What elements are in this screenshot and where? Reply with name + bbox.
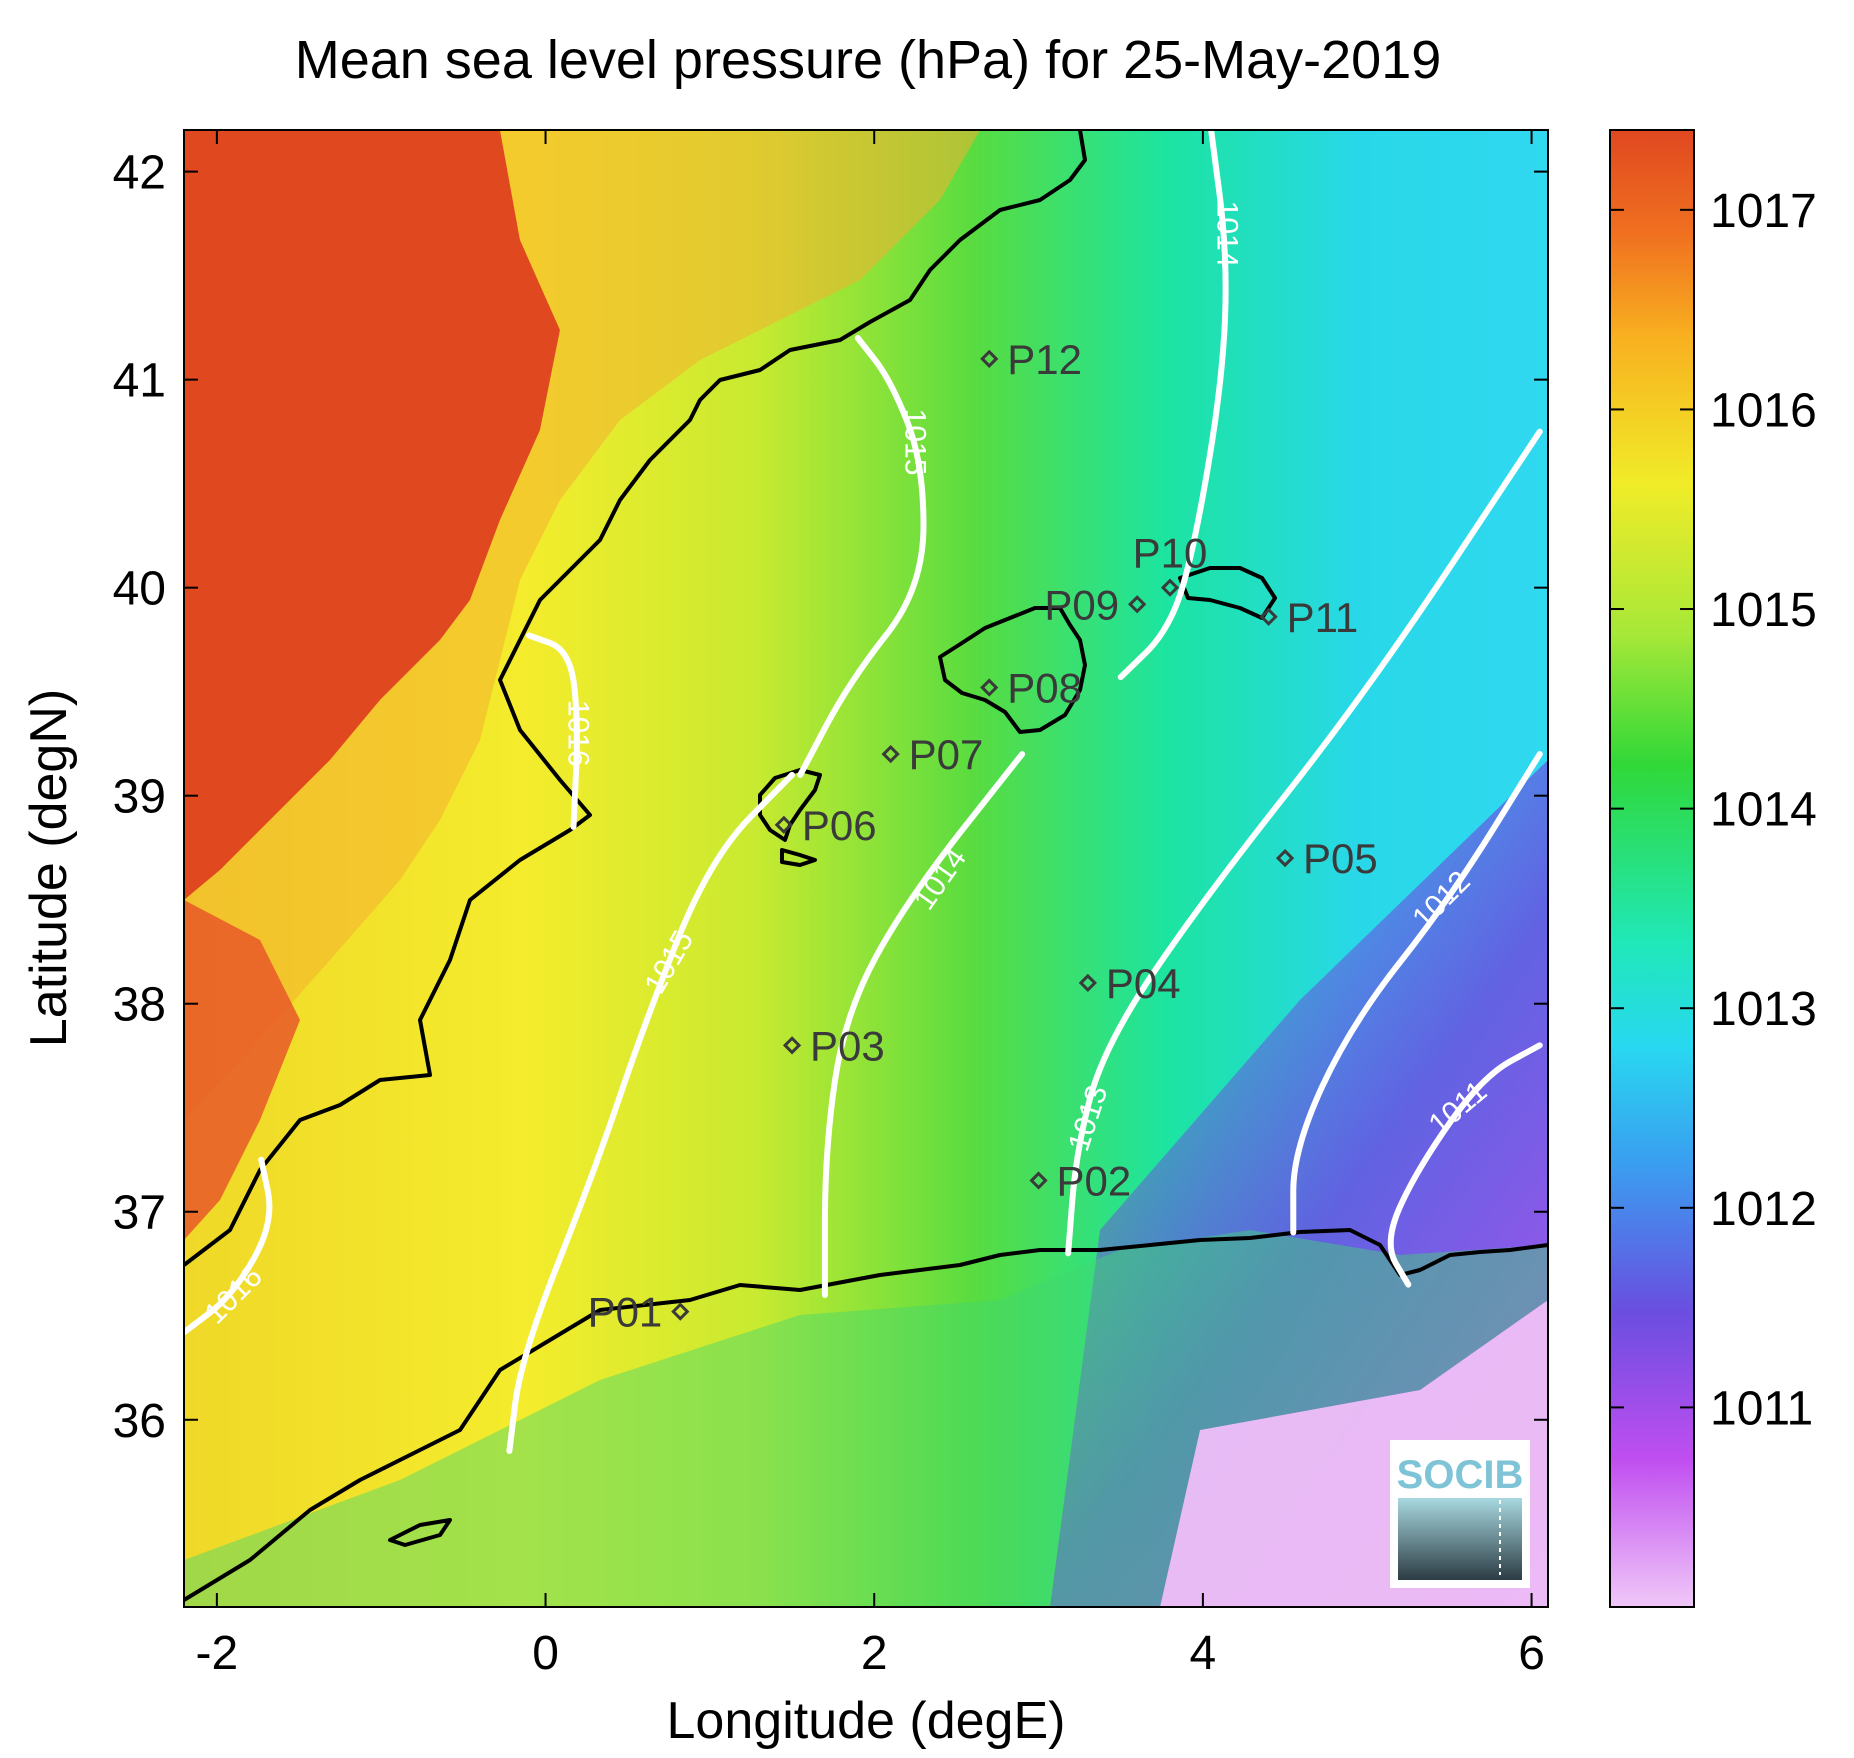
isobar-line-1016 — [184, 1156, 273, 1336]
colorbar: 1011 1012 1013 1014 1015 1016 1017 — [1609, 129, 1817, 1608]
colorbar-tick-label: 1014 — [1710, 784, 1817, 837]
colorbar-tick-label: 1017 — [1710, 185, 1817, 238]
isobar-line-1015 — [797, 335, 927, 778]
station-label-p05: P05 — [1303, 835, 1378, 882]
isobar-line-1016 — [526, 632, 580, 830]
station-label-p07: P07 — [909, 731, 984, 778]
station-marker-p09 — [1128, 595, 1147, 614]
x-tick-label: 6 — [1518, 1627, 1545, 1680]
station-markers: P01 P02 P03 P04 P05 P06 P07 P08 P09 P10 P11 P12 — [588, 336, 1378, 1336]
station-label-p03: P03 — [810, 1022, 885, 1069]
north-africa-land — [184, 1230, 1548, 1607]
socib-logo-text: SOCIB — [1397, 1453, 1524, 1497]
mallorca-coastline — [938, 606, 1087, 734]
plot-frame — [183, 129, 1549, 1608]
station-label-p12: P12 — [1007, 336, 1082, 383]
station-marker-p03 — [782, 1036, 802, 1055]
station-label-p11: P11 — [1287, 594, 1359, 641]
colorbar-tick-label: 1013 — [1710, 983, 1817, 1036]
y-tick-label: 36 — [113, 1395, 166, 1448]
station-marker-p12 — [980, 349, 999, 368]
socib-logo: SOCIB — [1390, 1440, 1530, 1588]
y-tick-label: 41 — [113, 355, 166, 408]
chart-title: Mean sea level pressure (hPa) for 25-May… — [295, 30, 1442, 90]
x-tick-label: -2 — [196, 1627, 239, 1680]
isobar-label: 1016 — [561, 700, 594, 767]
y-axis-ticks: 36 37 38 39 40 41 42 — [113, 147, 1548, 1448]
station-label-p06: P06 — [802, 802, 877, 849]
station-marker-p11 — [1259, 607, 1278, 626]
y-tick-label: 42 — [113, 147, 166, 200]
colorbar-tick-label: 1015 — [1710, 584, 1817, 637]
y-tick-label: 38 — [113, 979, 166, 1032]
x-axis-ticks: -2 0 2 4 6 — [196, 130, 1545, 1680]
y-tick-label: 37 — [113, 1187, 166, 1240]
x-axis-label: Longitude (degE) — [667, 1692, 1066, 1750]
isobar-line-1015 — [506, 771, 796, 1454]
isobar-line-1011 — [1387, 1042, 1543, 1288]
station-label-p09: P09 — [1044, 581, 1119, 628]
x-tick-label: 2 — [861, 1627, 888, 1680]
isobar-line-1012 — [1290, 751, 1543, 1236]
colorbar-ticks: 1011 1012 1013 1014 1015 1016 1017 — [1610, 185, 1817, 1435]
y-tick-label: 40 — [113, 563, 166, 616]
alboran-island-coastline — [388, 1518, 452, 1547]
isobar-label: 1014 — [1211, 201, 1244, 268]
colorbar-tick-label: 1011 — [1710, 1382, 1813, 1435]
station-marker-p01 — [671, 1302, 690, 1321]
iberia-orange-fringe — [184, 130, 980, 1120]
colorbar-gradient — [1609, 129, 1695, 1608]
x-tick-label: 4 — [1190, 1627, 1217, 1680]
station-marker-p07 — [881, 744, 900, 764]
colorbar-tick-label: 1016 — [1710, 384, 1817, 437]
station-marker-p04 — [1078, 973, 1097, 993]
isobar-label: 1015 — [898, 409, 931, 476]
iberia-high-pressure — [184, 130, 560, 900]
colorbar-tick-label: 1012 — [1710, 1183, 1817, 1236]
isobar-line-1013 — [1065, 428, 1543, 1257]
isobar-line-1014 — [1117, 130, 1229, 681]
station-label-p01: P01 — [588, 1289, 663, 1336]
station-label-p02: P02 — [1057, 1158, 1132, 1205]
station-label-p10: P10 — [1133, 530, 1208, 577]
y-tick-label: 39 — [113, 771, 166, 824]
station-marker-p06 — [774, 815, 793, 834]
iberia-coastline — [184, 130, 1087, 1267]
isobar-line-1014 — [821, 751, 1026, 1298]
station-marker-p02 — [1029, 1171, 1048, 1190]
y-axis-label: Latitude (degN) — [20, 689, 78, 1047]
x-tick-label: 0 — [532, 1627, 559, 1680]
station-label-p04: P04 — [1106, 960, 1181, 1007]
iberia-south-red — [184, 900, 300, 1240]
formentera-coastline — [780, 848, 817, 867]
station-marker-p10 — [1160, 578, 1180, 597]
station-label-p08: P08 — [1007, 665, 1082, 712]
station-marker-p08 — [980, 678, 999, 697]
station-marker-p05 — [1275, 848, 1295, 868]
